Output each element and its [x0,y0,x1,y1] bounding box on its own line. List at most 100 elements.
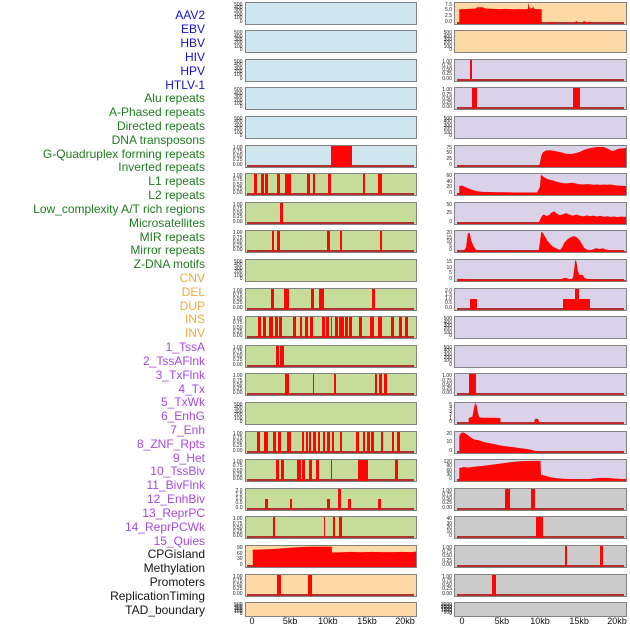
y-tick-label: 0.50 [232,210,243,217]
signal-bar [367,431,370,453]
signal-bar [276,345,279,367]
track-label: G-Quadruplex forming repeats [42,146,205,161]
y-tick-label: 10 [446,264,452,271]
signal-bar [330,460,333,482]
track-label: L1 repeats [148,174,205,189]
y-tick-label: 0.50 [232,324,243,331]
y-tick-label: 10 [446,439,452,445]
y-tick-label: 300 [234,265,243,272]
y-tick-label: 0.75 [442,62,452,69]
signal-bar [348,499,351,510]
y-tick-label: 0 [239,75,243,82]
track-panel [454,373,627,397]
signal-baseline [456,78,625,81]
track-label: EBV [180,22,205,37]
track-label: ReplicationTiming [110,588,205,603]
signal-area [459,175,626,196]
y-tick-label: 1.5 [235,491,243,498]
y-tick-label: 200 [234,11,243,18]
y-tick-label: 0.00 [442,504,452,511]
y-tick-label: 2500 [440,603,452,610]
y-tick-label: 0.75 [232,520,243,527]
track-label: HIV [184,49,205,64]
y-tick-label: 50 [446,201,452,208]
signal-baseline [456,593,625,596]
signal-bar [271,288,274,310]
y-tick-label: 500 [234,87,243,94]
y-tick-label: 0 [239,561,243,568]
y-tick-label: 200 [234,269,243,276]
track-label: 6_EnhG [160,409,205,424]
y-tick-label: 1.00 [232,373,243,380]
y-tick-label: 40 [446,178,452,185]
signal-baseline [456,421,625,424]
track-label: 14_ReprPCWk [124,519,205,534]
y-tick-label: 0.5 [445,300,452,307]
y-tick-label: 2.0 [445,287,452,294]
signal-bar [287,431,291,453]
signal-bar [327,174,332,196]
signal-bar [263,317,266,339]
y-tick-label: 0 [239,132,243,139]
signal-bar [322,431,326,453]
y-tick-label: 0 [449,476,452,483]
y-tick-label: 0.50 [232,181,243,188]
track-label: 7_Enh [170,423,205,437]
track-panel [454,115,627,139]
track-label: TAD_boundary [125,602,205,617]
signal-baseline [456,278,625,281]
signal-bar [378,499,381,510]
track-panel [244,316,417,340]
signal-bar [469,374,476,396]
y-tick-label: 0 [449,447,452,454]
track-label: DUP [179,298,205,313]
y-tick-label: 300 [234,36,243,43]
y-tick-label: 60 [236,550,243,557]
y-tick-label: 0.25 [442,386,452,393]
y-tick-label: 1.00 [232,230,243,237]
track-panel [454,87,627,111]
y-tick-label: 0.00 [442,590,452,597]
signal-baseline [247,393,414,396]
track-panel [454,258,627,282]
y-tick-label: 0.0 [445,18,452,25]
track-label: 5_TxWk [160,395,205,410]
y-tick-label: 1.00 [232,573,243,580]
y-tick-label: 0.25 [442,557,452,564]
signal-area [252,546,416,567]
y-tick-label: 0.75 [232,434,243,441]
track-panel [244,230,417,254]
track-panel [454,430,627,454]
y-tick-label: 0.5 [235,500,243,507]
signal-bar [269,317,273,339]
track-panel [454,201,627,225]
y-tick-label: 1.5 [445,291,452,298]
y-tick-label: 0.00 [442,390,452,397]
y-tick-label: 300 [443,122,452,129]
track-label: 15_Quies [153,533,205,548]
signal-bar [283,288,289,310]
y-tick-label: 0.75 [232,463,243,470]
y-tick-label: 0.25 [232,243,243,250]
y-tick-label: 0.25 [232,185,243,192]
y-tick-label: 0.50 [442,67,452,74]
x-tick-label: 15kb [569,616,589,626]
x-tick-label: 20kb [395,616,415,626]
y-tick-label: 20 [446,230,452,237]
y-tick-label: 0.75 [442,91,452,98]
y-tick-label: 0.50 [232,238,243,245]
y-tick-label: 1.00 [232,459,243,466]
track-label: 10_TssBiv [150,464,205,479]
y-tick-label: 200 [443,40,452,47]
track-panel [244,30,417,54]
y-tick-label: 1.00 [232,316,243,323]
y-tick-label: 0.25 [442,100,452,107]
track-label: Z-DNA motifs [133,257,205,272]
signal-bar [309,431,311,453]
track-panel [244,430,417,454]
y-tick-label: 0.75 [232,577,243,584]
y-tick-label: 0 [449,161,452,168]
y-tick-label: 30 [236,556,243,563]
y-tick-label: 50 [446,150,452,157]
y-tick-label: 1.00 [232,430,243,437]
